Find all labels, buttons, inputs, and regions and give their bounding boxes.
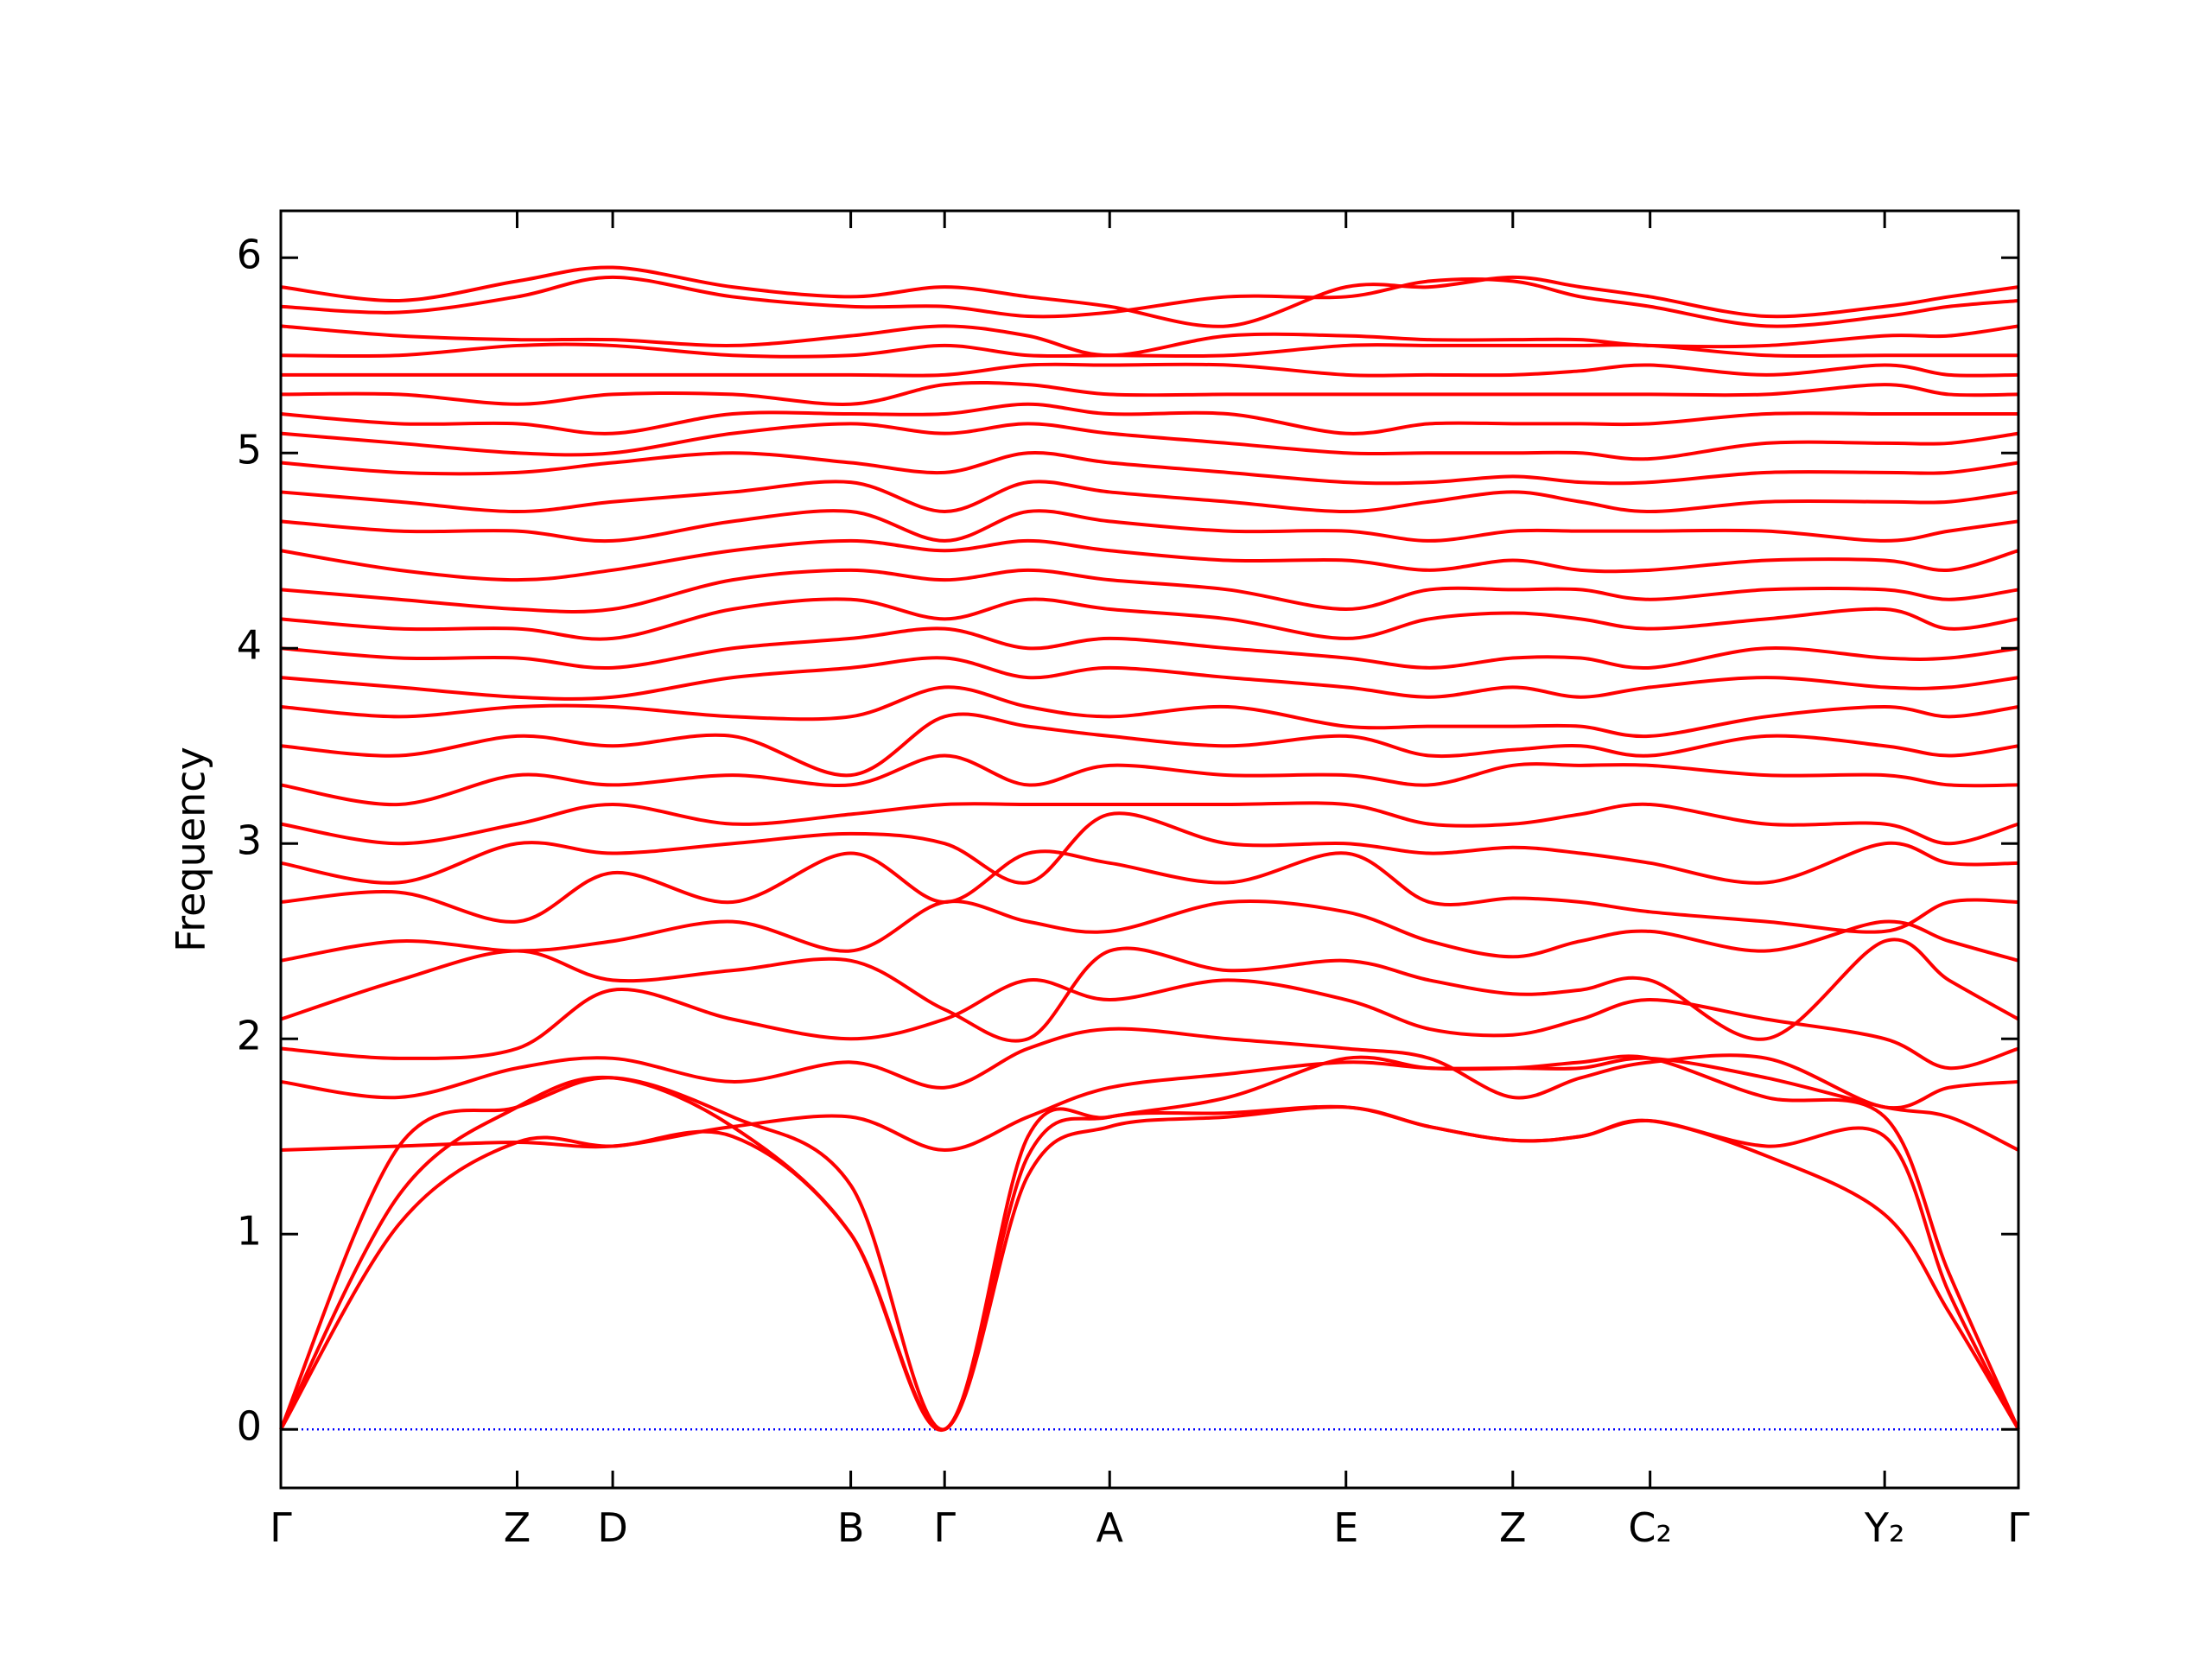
band-line (280, 753, 2019, 807)
band-line (280, 656, 2019, 701)
band-line (280, 849, 2019, 934)
band-line (279, 1105, 2020, 1432)
band-line (280, 380, 2019, 406)
x-tick-label: D (597, 1504, 627, 1551)
x-tick-label: Γ (933, 1504, 956, 1551)
y-tick-label: 5 (237, 427, 262, 474)
band-line (280, 422, 2019, 461)
band-line (280, 450, 2019, 486)
band-line (280, 538, 2019, 582)
y-tick-label: 1 (237, 1208, 262, 1255)
y-tick-label: 6 (237, 232, 262, 278)
band-line (280, 712, 2019, 778)
x-tick-label: Γ (270, 1504, 292, 1551)
band-line (280, 1027, 2019, 1110)
band-line (280, 978, 2019, 1071)
band-line (280, 342, 2018, 359)
band-line (280, 597, 2019, 641)
x-tick-label: Y₂ (1864, 1504, 1905, 1551)
y-tick-label: 0 (237, 1403, 262, 1450)
band-line (280, 402, 2018, 435)
band-line (280, 568, 2019, 613)
band-line (280, 275, 2019, 328)
band-line (280, 801, 2019, 846)
band-line (280, 1056, 2019, 1153)
band-line (280, 265, 2019, 328)
x-tick-label: Z (1499, 1504, 1527, 1551)
x-tick-label: A (1096, 1504, 1124, 1551)
band-line (279, 1075, 2020, 1432)
x-tick-label: B (837, 1504, 865, 1551)
band-line (280, 509, 2019, 543)
y-tick-label: 3 (237, 817, 262, 864)
band-line (280, 685, 2019, 739)
y-axis-label: Frequency (168, 747, 214, 952)
band-line (279, 1054, 2020, 1432)
plot-frame (279, 209, 2020, 1490)
band-line (280, 324, 2019, 358)
x-tick-label: Z (504, 1504, 531, 1551)
band-line (280, 480, 2019, 514)
y-tick-label: 2 (237, 1013, 262, 1059)
x-tick-label: Γ (2007, 1504, 2030, 1551)
band-line (280, 938, 2019, 1043)
band-line (281, 362, 2019, 378)
band-line (280, 811, 2019, 885)
y-tick-label: 4 (237, 622, 262, 669)
band-line (280, 899, 2019, 963)
x-tick-label: C₂ (1628, 1504, 1672, 1551)
band-line (280, 626, 2019, 671)
x-tick-label: E (1333, 1504, 1358, 1551)
